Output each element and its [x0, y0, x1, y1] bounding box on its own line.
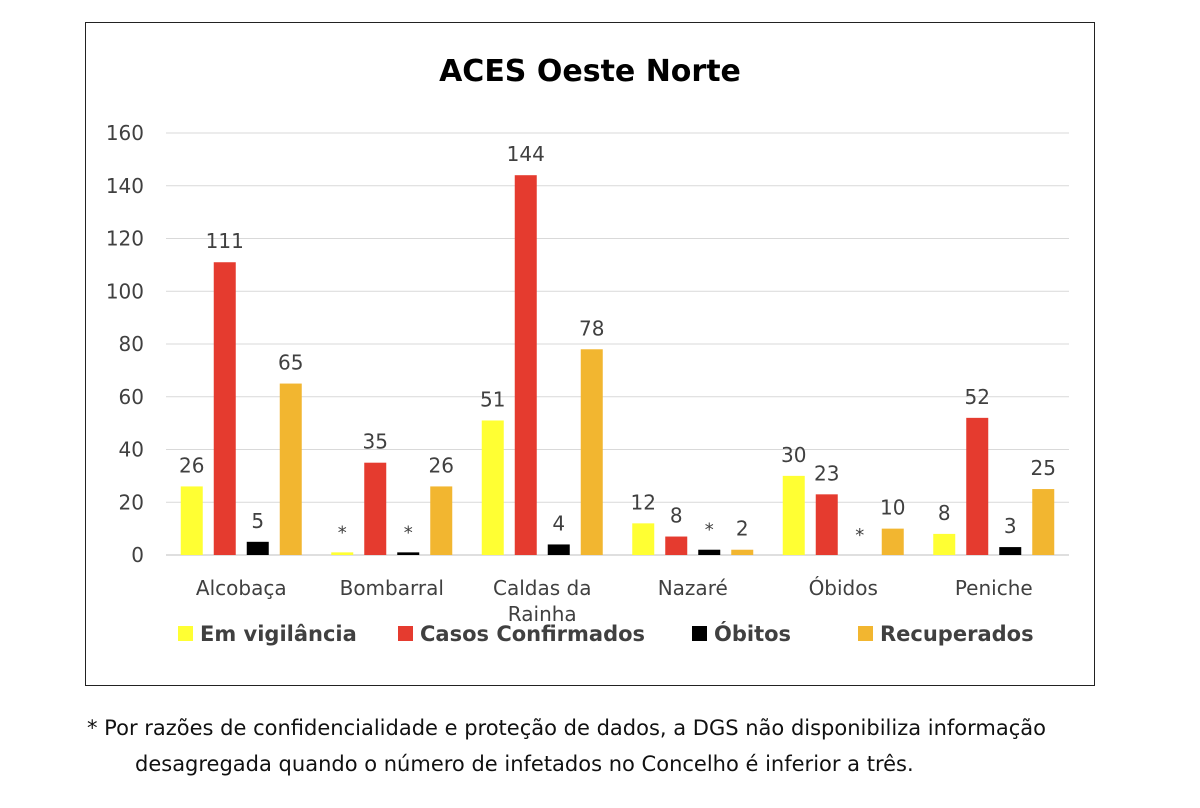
bar-chart: ACES Oeste Norte 0 20 40 60 80 100 120 140 160 26 1…	[106, 54, 1069, 646]
data-label: 35	[363, 430, 388, 454]
y-tick-label: 20	[119, 490, 144, 514]
data-label: 23	[814, 461, 839, 485]
bar-em-vigil-ncia	[632, 523, 655, 555]
y-tick-label: 60	[119, 385, 144, 409]
data-label: 52	[965, 385, 990, 409]
legend-label: Óbitos	[714, 621, 791, 646]
bar-em-vigil-ncia	[331, 552, 354, 555]
data-label: 25	[1031, 456, 1056, 480]
data-label: *	[404, 522, 413, 543]
y-tick-label: 0	[131, 543, 144, 567]
x-tick-label: Nazaré	[658, 576, 728, 600]
data-label: 8	[670, 504, 683, 528]
data-label: *	[705, 520, 714, 541]
bar-recuperados	[430, 486, 453, 555]
bar-recuperados	[881, 528, 904, 555]
data-label: 30	[781, 443, 806, 467]
chart-title: ACES Oeste Norte	[439, 54, 741, 89]
x-tick-label: Óbidos	[809, 576, 878, 600]
legend-label: Em vigilância	[200, 622, 357, 646]
bar-recuperados	[580, 349, 603, 555]
y-tick-label: 100	[106, 279, 144, 303]
x-tick-label: Bombarral	[340, 576, 444, 600]
data-label: 65	[278, 351, 303, 375]
data-label: 2	[736, 517, 749, 541]
data-label: 3	[1004, 514, 1017, 538]
y-tick-label: 140	[106, 174, 144, 198]
y-tick-label: 160	[106, 121, 144, 145]
x-tick-label: Alcobaça	[196, 576, 287, 600]
bar-recuperados	[731, 549, 754, 555]
data-label: 5	[251, 509, 264, 533]
bar-em-vigil-ncia	[782, 475, 805, 555]
legend-label: Recuperados	[880, 622, 1034, 646]
bar-casos-confirmados	[665, 536, 688, 555]
data-label: 111	[206, 229, 244, 253]
data-label: 51	[480, 387, 505, 411]
bar-casos-confirmados	[966, 417, 989, 555]
data-label: *	[338, 522, 347, 543]
legend-swatch	[858, 626, 873, 641]
bar-casos-confirmados	[213, 262, 236, 555]
data-label: 4	[552, 511, 565, 535]
bar-em-vigil-ncia	[933, 533, 956, 555]
data-label: 26	[429, 453, 454, 477]
data-label: 78	[579, 316, 604, 340]
bar-casos-confirmados	[815, 494, 838, 555]
bar--bitos	[397, 552, 420, 555]
data-label: 26	[179, 453, 204, 477]
legend-swatch	[692, 626, 707, 641]
data-label: *	[855, 525, 864, 546]
x-tick-label-line2: Rainha	[508, 602, 577, 626]
bar--bitos	[698, 549, 721, 555]
data-label: 10	[880, 496, 905, 520]
bar--bitos	[246, 541, 269, 555]
data-label: 8	[938, 501, 951, 525]
legend-swatch	[398, 626, 413, 641]
y-tick-label: 80	[119, 332, 144, 356]
bar-recuperados	[1032, 489, 1055, 555]
data-label: 144	[507, 142, 545, 166]
chart-frame: ACES Oeste Norte 0 20 40 60 80 100 120 140 160 26 1…	[85, 22, 1095, 686]
bar-recuperados	[279, 383, 302, 555]
bar--bitos	[547, 544, 570, 555]
footnote-line-2: desagregada quando o número de infetados…	[135, 752, 914, 776]
x-tick-label: Peniche	[955, 576, 1033, 600]
footnote-line-1: * Por razões de confidencialidade e prot…	[87, 716, 1047, 740]
x-tick-label: Caldas da	[493, 576, 591, 600]
data-label: 12	[631, 490, 656, 514]
y-tick-label: 40	[119, 438, 144, 462]
bar-em-vigil-ncia	[180, 486, 203, 555]
bar-casos-confirmados	[364, 462, 387, 555]
legend-swatch	[178, 626, 193, 641]
bar-em-vigil-ncia	[481, 420, 504, 555]
legend-label: Casos Confirmados	[420, 622, 645, 646]
bar--bitos	[999, 547, 1022, 555]
y-tick-label: 120	[106, 227, 144, 251]
bar-casos-confirmados	[514, 175, 537, 555]
